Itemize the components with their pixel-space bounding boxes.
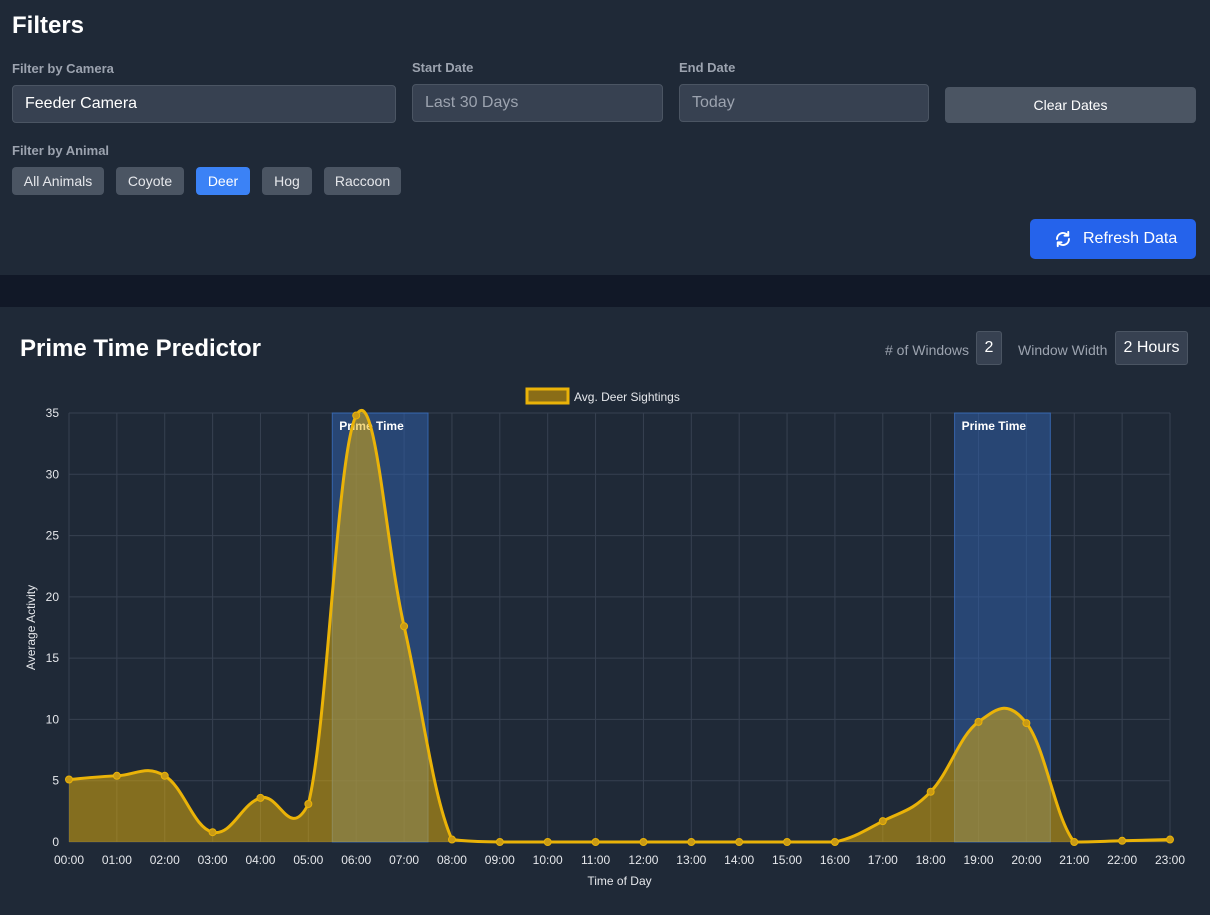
x-tick-label: 21:00 [1059, 853, 1089, 867]
legend-swatch [525, 387, 570, 405]
x-tick-label: 02:00 [150, 853, 180, 867]
prime-time-panel: Prime Time Predictor # of Windows 2 Wind… [0, 307, 1210, 915]
x-tick-label: 14:00 [724, 853, 754, 867]
end-date-input[interactable]: Today [679, 84, 929, 122]
refresh-data-label: Refresh Data [1083, 230, 1178, 247]
data-point [400, 622, 409, 631]
legend-label: Avg. Deer Sightings [574, 390, 680, 404]
data-point [543, 838, 552, 846]
x-tick-label: 05:00 [293, 853, 323, 867]
prime-time-label: Prime Time [962, 419, 1027, 433]
animal-button-deer[interactable]: Deer [196, 167, 250, 195]
data-point [639, 838, 648, 846]
x-tick-label: 12:00 [628, 853, 658, 867]
predictor-title: Prime Time Predictor [20, 335, 261, 362]
data-point [735, 838, 744, 846]
data-point [1022, 719, 1031, 728]
x-tick-label: 01:00 [102, 853, 132, 867]
data-point [352, 411, 361, 420]
data-point [256, 793, 265, 802]
data-point [112, 771, 121, 780]
data-point [783, 838, 792, 846]
data-point [304, 800, 313, 809]
windows-count-input[interactable]: 2 [976, 331, 1002, 365]
filters-title: Filters [12, 12, 85, 39]
data-point [160, 771, 169, 780]
y-axis-title: Average Activity [24, 585, 38, 670]
x-tick-label: 17:00 [868, 853, 898, 867]
y-tick-label: 35 [46, 406, 60, 420]
windows-count-label: # of Windows [885, 342, 970, 358]
window-width-label: Window Width [1018, 342, 1108, 358]
x-tick-label: 10:00 [533, 853, 563, 867]
x-tick-label: 13:00 [676, 853, 706, 867]
x-tick-label: 20:00 [1011, 853, 1041, 867]
y-tick-label: 10 [46, 712, 60, 726]
x-tick-label: 23:00 [1155, 853, 1185, 867]
x-tick-label: 15:00 [772, 853, 802, 867]
x-tick-label: 22:00 [1107, 853, 1137, 867]
camera-select[interactable]: Feeder Camera [12, 85, 396, 123]
data-point [1118, 836, 1127, 845]
x-tick-label: 04:00 [245, 853, 275, 867]
x-tick-label: 18:00 [916, 853, 946, 867]
refresh-icon [1056, 230, 1070, 248]
data-point [687, 838, 696, 846]
x-tick-label: 16:00 [820, 853, 850, 867]
x-tick-label: 03:00 [198, 853, 228, 867]
animal-button-all[interactable]: All Animals [12, 167, 104, 195]
data-point [65, 775, 73, 784]
x-tick-label: 19:00 [964, 853, 994, 867]
start-date-input[interactable]: Last 30 Days [412, 84, 663, 122]
data-point [447, 835, 456, 844]
data-point [591, 838, 600, 846]
data-point [926, 787, 935, 796]
data-point [878, 817, 887, 826]
start-date-label: Start Date [412, 60, 474, 75]
x-tick-label: 09:00 [485, 853, 515, 867]
animal-button-hog[interactable]: Hog [262, 167, 312, 195]
x-axis-title: Time of Day [587, 874, 651, 888]
animal-filter-label: Filter by Animal [12, 143, 110, 158]
data-point [1070, 838, 1079, 846]
x-tick-label: 00:00 [54, 853, 84, 867]
x-tick-label: 06:00 [341, 853, 371, 867]
data-point [1166, 835, 1174, 844]
data-point [208, 828, 217, 837]
y-tick-label: 5 [52, 774, 59, 788]
clear-dates-button[interactable]: Clear Dates [945, 87, 1196, 123]
y-tick-label: 15 [46, 651, 60, 665]
x-tick-label: 07:00 [389, 853, 419, 867]
data-point [974, 717, 983, 726]
refresh-data-button[interactable]: Refresh Data [1030, 219, 1196, 259]
series-area-fill [69, 410, 1170, 842]
y-tick-label: 30 [46, 467, 60, 481]
data-point [830, 838, 839, 846]
animal-button-coyote[interactable]: Coyote [116, 167, 184, 195]
y-tick-label: 0 [52, 835, 59, 849]
window-width-input[interactable]: 2 Hours [1115, 331, 1188, 365]
camera-filter-label: Filter by Camera [12, 61, 114, 76]
data-point [495, 838, 504, 846]
y-tick-label: 20 [46, 590, 60, 604]
x-tick-label: 11:00 [581, 853, 610, 867]
end-date-label: End Date [679, 60, 736, 75]
activity-chart: 0 5 10 15 20 25 30 35 00:00 01:00 02:00 03:00 04:00 0… [24, 387, 1185, 888]
animal-button-raccoon[interactable]: Raccoon [324, 167, 401, 195]
filters-panel: Filters Filter by Camera Feeder Camera S… [0, 0, 1210, 275]
x-tick-label: 08:00 [437, 853, 467, 867]
y-tick-label: 25 [46, 529, 60, 543]
